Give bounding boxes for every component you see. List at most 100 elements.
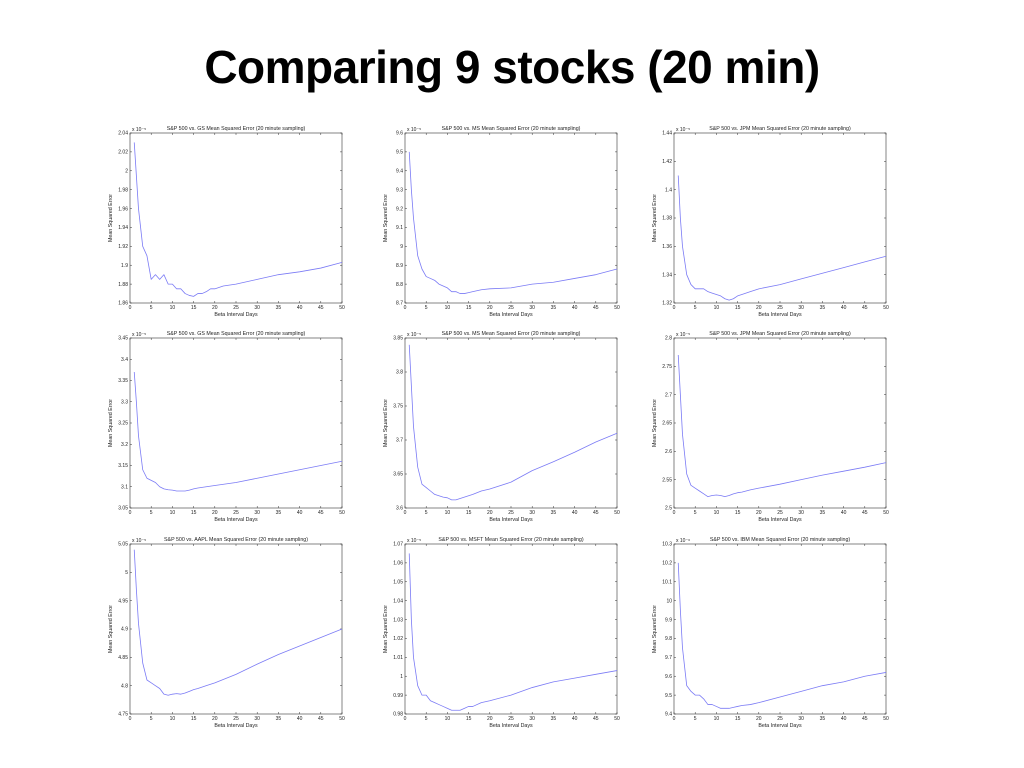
x-tick-label: 5 — [694, 305, 697, 311]
y-tick-label: 2.55 — [662, 477, 672, 483]
y-tick-label: 1.34 — [662, 272, 672, 278]
x-axis-label: Beta Interval Days — [758, 723, 802, 729]
y-tick-label: 4.95 — [118, 598, 128, 604]
y-tick-label: 10 — [666, 598, 672, 604]
y-tick-label: 9.4 — [396, 168, 403, 174]
x-tick-label: 35 — [276, 305, 282, 311]
chart-svg: S&P 500 vs. MS Mean Squared Error (20 mi… — [383, 331, 620, 523]
x-tick-label: 25 — [777, 510, 783, 516]
x-tick-label: 30 — [254, 716, 260, 722]
y-exponent-label: x 10⁻⁵ — [676, 332, 690, 338]
x-tick-label: 0 — [404, 716, 407, 722]
y-tick-label: 9.2 — [396, 206, 403, 212]
x-tick-label: 45 — [593, 716, 599, 722]
chart-svg: S&P 500 vs. JPM Mean Squared Error (20 m… — [652, 331, 889, 523]
x-tick-label: 25 — [233, 716, 239, 722]
x-tick-label: 15 — [735, 305, 741, 311]
x-tick-label: 20 — [756, 716, 762, 722]
y-axis-label: Mean Squared Error — [108, 605, 114, 653]
chart-jpm-top: S&P 500 vs. JPM Mean Squared Error (20 m… — [650, 122, 890, 318]
chart-gs-mid: S&P 500 vs. GS Mean Squared Error (20 mi… — [106, 327, 346, 523]
mse-series-line — [408, 151, 618, 294]
chart-svg: S&P 500 vs. IBM Mean Squared Error (20 m… — [652, 537, 889, 729]
x-tick-label: 5 — [425, 305, 428, 311]
x-tick-label: 15 — [191, 716, 197, 722]
y-tick-label: 1.04 — [393, 598, 403, 604]
x-tick-label: 40 — [841, 305, 847, 311]
y-tick-label: 1.94 — [118, 225, 128, 231]
y-exponent-label: x 10⁻⁶ — [676, 538, 690, 544]
x-tick-label: 45 — [318, 305, 324, 311]
y-axis-label: Mean Squared Error — [383, 194, 389, 242]
x-tick-label: 15 — [466, 510, 472, 516]
x-tick-label: 0 — [404, 305, 407, 311]
y-tick-label: 10.2 — [662, 561, 672, 567]
x-tick-label: 15 — [735, 716, 741, 722]
x-tick-label: 10 — [714, 305, 720, 311]
x-tick-label: 30 — [529, 716, 535, 722]
y-exponent-label: x 10⁻⁵ — [132, 538, 146, 544]
y-tick-label: 3.75 — [393, 404, 403, 410]
y-tick-label: 4.9 — [121, 627, 128, 633]
x-tick-label: 50 — [614, 510, 620, 516]
x-tick-label: 45 — [593, 510, 599, 516]
y-tick-label: 1 — [400, 674, 403, 680]
y-tick-label: 8.8 — [396, 282, 403, 288]
y-tick-label: 8.7 — [396, 301, 403, 307]
y-tick-label: 1.88 — [118, 282, 128, 288]
y-axis-label: Mean Squared Error — [652, 194, 658, 242]
chart-ms-mid: S&P 500 vs. MS Mean Squared Error (20 mi… — [381, 327, 621, 523]
mse-series-line — [133, 142, 343, 297]
y-tick-label: 3.4 — [121, 357, 128, 363]
mse-series-line — [408, 553, 618, 711]
x-tick-label: 0 — [129, 305, 132, 311]
x-tick-label: 35 — [551, 510, 557, 516]
mse-series-line — [133, 549, 343, 696]
y-tick-label: 9.5 — [665, 693, 672, 699]
x-tick-label: 40 — [297, 510, 303, 516]
plot-frame — [673, 543, 887, 715]
y-exponent-label: x 10⁻⁵ — [407, 538, 421, 544]
x-tick-label: 40 — [572, 510, 578, 516]
y-tick-label: 1.01 — [393, 655, 403, 661]
y-tick-label: 4.85 — [118, 655, 128, 661]
mse-series-line — [677, 562, 887, 709]
x-axis-label: Beta Interval Days — [489, 517, 533, 523]
chart-title: S&P 500 vs. JPM Mean Squared Error (20 m… — [709, 331, 851, 337]
x-tick-label: 45 — [593, 305, 599, 311]
chart-gs-top: S&P 500 vs. GS Mean Squared Error (20 mi… — [106, 122, 346, 318]
y-tick-label: 9.4 — [665, 712, 672, 718]
x-tick-label: 40 — [297, 716, 303, 722]
x-tick-label: 5 — [425, 510, 428, 516]
y-exponent-label: x 10⁻⁵ — [676, 127, 690, 133]
y-tick-label: 1.07 — [393, 542, 403, 548]
y-tick-label: 9.6 — [665, 674, 672, 680]
y-tick-label: 3.6 — [396, 506, 403, 512]
x-tick-label: 40 — [297, 305, 303, 311]
y-tick-label: 9.8 — [665, 636, 672, 642]
y-tick-label: 9.9 — [665, 617, 672, 623]
slide-title: Comparing 9 stocks (20 min) — [204, 41, 820, 93]
x-tick-label: 35 — [276, 716, 282, 722]
x-tick-label: 5 — [150, 510, 153, 516]
x-tick-label: 10 — [445, 305, 451, 311]
y-tick-label: 2.7 — [665, 392, 672, 398]
chart-title: S&P 500 vs. JPM Mean Squared Error (20 m… — [709, 126, 851, 132]
y-exponent-label: x 10⁻⁵ — [407, 332, 421, 338]
plot-frame — [129, 543, 343, 715]
chart-svg: S&P 500 vs. AAPL Mean Squared Error (20 … — [108, 537, 345, 729]
x-tick-label: 20 — [212, 510, 218, 516]
y-tick-label: 9 — [400, 244, 403, 250]
x-tick-label: 25 — [233, 510, 239, 516]
plot-frame — [129, 132, 343, 304]
x-tick-label: 20 — [212, 305, 218, 311]
mse-series-line — [133, 371, 343, 492]
x-tick-label: 0 — [673, 716, 676, 722]
y-tick-label: 1.96 — [118, 206, 128, 212]
x-tick-label: 40 — [841, 716, 847, 722]
y-tick-label: 9.5 — [396, 150, 403, 156]
x-tick-label: 50 — [339, 510, 345, 516]
y-tick-label: 2.04 — [118, 131, 128, 137]
y-tick-label: 4.75 — [118, 712, 128, 718]
x-tick-label: 25 — [777, 716, 783, 722]
